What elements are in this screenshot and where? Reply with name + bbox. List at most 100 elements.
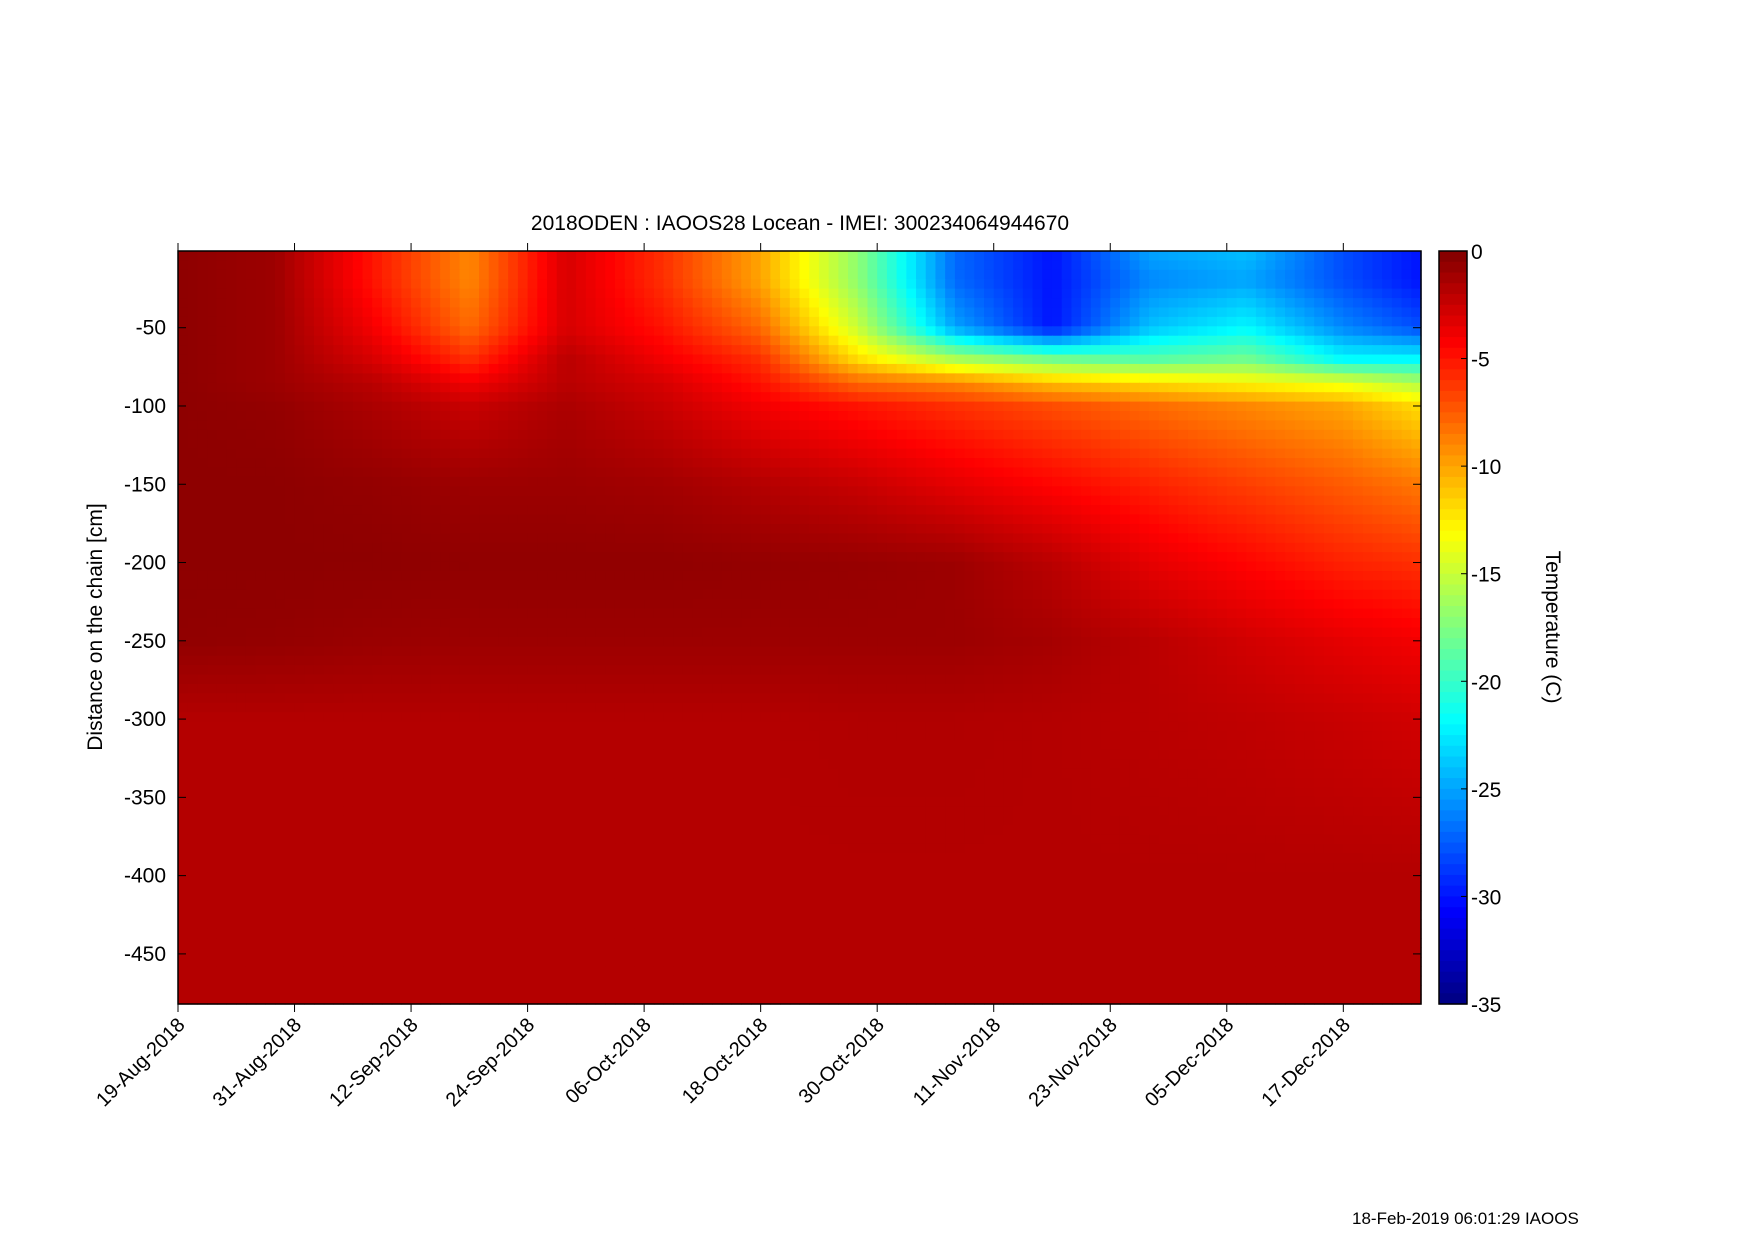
heatmap-cell	[401, 589, 412, 600]
heatmap-cell	[430, 411, 441, 422]
heatmap-cell	[411, 420, 422, 431]
heatmap-cell	[1003, 335, 1014, 346]
heatmap-cell	[207, 363, 218, 374]
heatmap-cell	[362, 505, 373, 516]
heatmap-cell	[245, 382, 257, 393]
heatmap-cell	[1129, 523, 1140, 534]
heatmap-cell	[1168, 439, 1179, 450]
heatmap-cell	[527, 439, 538, 450]
heatmap-cell	[401, 533, 412, 544]
heatmap-cell	[1168, 448, 1179, 459]
heatmap-cell	[1275, 326, 1286, 337]
heatmap-cell	[498, 279, 509, 290]
heatmap-cell	[255, 260, 266, 271]
heatmap-cell	[750, 476, 762, 487]
heatmap-cell	[313, 251, 325, 262]
heatmap-cell	[702, 505, 713, 516]
heatmap-cell	[187, 316, 199, 327]
heatmap-cell	[440, 439, 451, 450]
heatmap-cell	[624, 523, 636, 534]
heatmap-cell	[886, 251, 898, 262]
heatmap-cell	[984, 345, 995, 356]
heatmap-cell	[556, 589, 568, 600]
heatmap-cell	[411, 345, 422, 356]
heatmap-cell	[459, 326, 470, 337]
heatmap-cell	[585, 373, 597, 384]
heatmap-cell	[974, 505, 985, 516]
heatmap-cell	[401, 298, 412, 309]
heatmap-cell	[343, 382, 354, 393]
heatmap-cell	[265, 260, 276, 271]
heatmap-cell	[1013, 533, 1024, 544]
heatmap-cell	[1013, 345, 1024, 356]
heatmap-cell	[1149, 505, 1160, 516]
heatmap-cell	[1304, 411, 1315, 422]
heatmap-cell	[1061, 420, 1073, 431]
heatmap-cell	[1061, 279, 1073, 290]
heatmap-cell	[430, 514, 441, 525]
heatmap-cell	[275, 269, 286, 280]
heatmap-cell	[867, 335, 878, 346]
heatmap-cell	[275, 382, 286, 393]
heatmap-cell	[187, 429, 199, 440]
heatmap-cell	[207, 523, 218, 534]
heatmap-cell	[634, 345, 645, 356]
heatmap-cell	[818, 251, 830, 262]
heatmap-cell	[1333, 467, 1344, 478]
heatmap-cell	[1149, 608, 1160, 619]
heatmap-cell	[673, 392, 684, 403]
heatmap-cell	[1246, 298, 1257, 309]
heatmap-cell	[712, 486, 723, 497]
heatmap-cell	[207, 542, 218, 553]
heatmap-cell	[508, 279, 519, 290]
heatmap-cell	[1226, 335, 1238, 346]
heatmap-cell	[1119, 260, 1131, 271]
heatmap-cell	[1236, 589, 1247, 600]
heatmap-cell	[1285, 608, 1296, 619]
heatmap-cell	[294, 392, 305, 403]
heatmap-cell	[692, 608, 703, 619]
heatmap-cell	[1236, 363, 1247, 374]
heatmap-cell	[401, 251, 412, 262]
heatmap-cell	[304, 269, 315, 280]
heatmap-cell	[469, 382, 480, 393]
heatmap-cell	[479, 298, 490, 309]
heatmap-cell	[1265, 335, 1276, 346]
heatmap-cell	[964, 307, 975, 318]
heatmap-cell	[702, 476, 713, 487]
heatmap-cell	[343, 523, 354, 534]
heatmap-cell	[1090, 345, 1102, 356]
heatmap-cell	[721, 561, 733, 572]
heatmap-cell	[527, 514, 538, 525]
heatmap-cell	[1100, 345, 1111, 356]
heatmap-cell	[178, 279, 189, 290]
heatmap-cell	[449, 345, 461, 356]
heatmap-cell	[479, 533, 490, 544]
heatmap-cell	[750, 363, 762, 374]
heatmap-cell	[1090, 363, 1102, 374]
heatmap-cell	[187, 392, 199, 403]
heatmap-cell	[1178, 420, 1189, 431]
heatmap-cell	[284, 505, 296, 516]
heatmap-cell	[741, 363, 752, 374]
heatmap-cell	[1051, 420, 1063, 431]
heatmap-cell	[207, 599, 218, 610]
heatmap-cell	[1100, 411, 1111, 422]
heatmap-cell	[1255, 589, 1267, 600]
heatmap-cell	[692, 439, 703, 450]
heatmap-cell	[1343, 458, 1354, 469]
heatmap-cell	[1158, 269, 1170, 280]
heatmap-cell	[731, 439, 742, 450]
heatmap-cell	[1304, 552, 1315, 563]
heatmap-cell	[313, 580, 325, 591]
heatmap-cell	[1110, 542, 1121, 553]
heatmap-cell	[1304, 420, 1315, 431]
heatmap-cell	[1119, 269, 1131, 280]
heatmap-cell	[1353, 392, 1364, 403]
heatmap-cell	[828, 476, 839, 487]
heatmap-cell	[352, 599, 364, 610]
heatmap-cell	[1314, 279, 1325, 290]
heatmap-cell	[1362, 251, 1374, 262]
heatmap-cell	[818, 533, 830, 544]
heatmap-cell	[1353, 326, 1364, 337]
